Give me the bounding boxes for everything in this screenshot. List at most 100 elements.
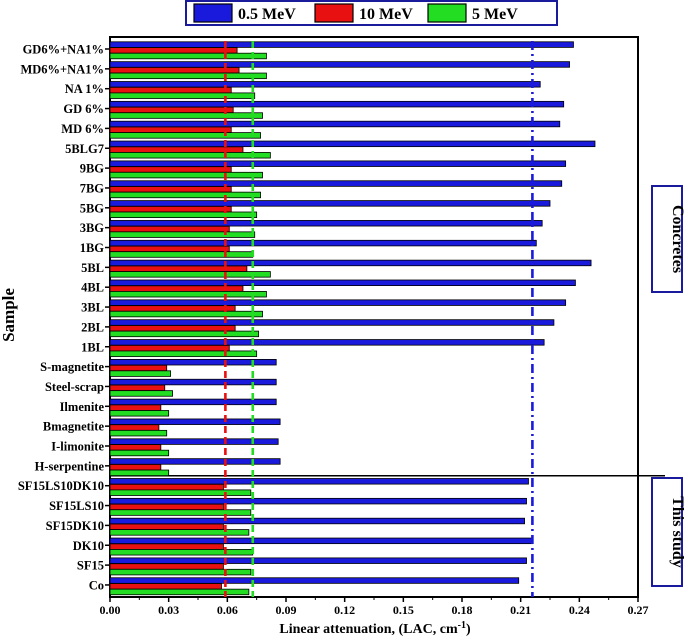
category-co xyxy=(109,577,520,596)
x-tick-label-0-24: 0.24 xyxy=(569,603,590,617)
bar-2bl-5-mev xyxy=(109,330,260,338)
bar-sf15-10-mev xyxy=(109,563,224,570)
category-2bl xyxy=(109,319,555,338)
bar-gd-6pct-10-mev xyxy=(109,106,234,114)
bar-sf15-5-mev xyxy=(109,568,252,576)
bar-md-6pct-5-mev xyxy=(109,132,261,139)
bar-na-1pct-0-5-mev xyxy=(109,81,541,88)
y-tick-label-dk10: DK10 xyxy=(73,539,104,553)
y-tick-label-ilmenite: Ilmenite xyxy=(60,400,105,414)
bar-4bl-0-5-mev xyxy=(109,279,576,286)
bar-ilmenite-5-mev xyxy=(109,410,170,417)
x-tick-label-0-03: 0.03 xyxy=(158,603,179,617)
bar-bmagnetite-10-mev xyxy=(109,424,160,431)
bar-3bg-5-mev xyxy=(109,231,256,238)
bar-dk10-5-mev xyxy=(109,549,254,556)
bar-5blg7-0-5-mev xyxy=(109,140,596,148)
bar-sf15ls10-0-5-mev xyxy=(109,497,527,505)
category-5bl xyxy=(109,259,592,278)
bar-sf15ls10dk10-5-mev xyxy=(109,489,252,496)
bar-s-magnetite-0-5-mev xyxy=(109,358,277,366)
x-axis: 0.00 0.03 0.06 0.09 0.12 0.15 0.18 0.21 0.24 0.27 xyxy=(100,597,649,617)
category-sf15dk10 xyxy=(109,517,525,536)
category-h-serpentine xyxy=(109,458,281,477)
bar-md6pct-plus-na1pct-5-mev xyxy=(109,72,267,80)
y-axis-label: Sample xyxy=(0,288,18,342)
category-5bg xyxy=(109,200,551,218)
bar-bmagnetite-0-5-mev xyxy=(109,418,281,425)
y-tick-label-i-limonite: I-limonite xyxy=(51,440,104,454)
x-axis-label-sup: -1 xyxy=(458,620,466,631)
bar-5bg-5-mev xyxy=(109,211,258,218)
legend-label-10-mev: 10 MeV xyxy=(359,6,413,23)
bar-7bg-10-mev xyxy=(109,186,232,193)
y-tick-label-sf15ls10dk10: SF15LS10DK10 xyxy=(18,479,104,493)
bar-1bg-5-mev xyxy=(109,251,254,258)
x-tick-label-0-27: 0.27 xyxy=(628,603,649,617)
category-9bg xyxy=(109,160,567,179)
x-tick-label-0-15: 0.15 xyxy=(393,603,414,617)
bar-4bl-10-mev xyxy=(109,285,244,292)
category-gd-6pct xyxy=(109,100,565,119)
bar-gd-6pct-0-5-mev xyxy=(109,100,565,108)
x-tick-label-0-18: 0.18 xyxy=(452,603,473,617)
bar-9bg-10-mev xyxy=(109,166,232,173)
y-axis: GD6%+NA1% MD6%+NA1% NA 1% GD 6% MD 6% 5BLG7 9B… xyxy=(18,43,110,592)
plot-area xyxy=(109,36,665,598)
x-tick-label-0-06: 0.06 xyxy=(217,603,238,617)
y-tick-label-7bg: 7BG xyxy=(80,181,105,195)
y-tick-label-5bl: 5BL xyxy=(81,261,104,275)
category-dk10 xyxy=(109,537,533,556)
x-axis-label: Linear attenuation, (LAC, cm-1) xyxy=(279,620,471,637)
y-tick-label-1bg: 1BG xyxy=(80,241,105,255)
category-ilmenite xyxy=(109,398,277,417)
category-steel-scrap xyxy=(109,378,277,397)
legend-box xyxy=(185,0,558,26)
bar-bmagnetite-5-mev xyxy=(109,429,168,437)
bar-sf15ls10-5-mev xyxy=(109,509,252,516)
bar-i-limonite-10-mev xyxy=(109,444,162,451)
x-tick-label-0-09: 0.09 xyxy=(276,603,297,617)
bar-h-serpentine-10-mev xyxy=(109,464,162,471)
category-na-1pct xyxy=(109,81,541,99)
y-tick-label-3bg: 3BG xyxy=(80,221,105,235)
bar-1bl-5-mev xyxy=(109,350,258,357)
bar-s-magnetite-5-mev xyxy=(109,370,172,377)
y-tick-label-2bl: 2BL xyxy=(81,320,104,334)
bar-na-1pct-10-mev xyxy=(109,86,232,94)
bar-4bl-5-mev xyxy=(109,290,267,298)
this-study-box xyxy=(651,477,683,587)
bar-ilmenite-10-mev xyxy=(109,404,162,411)
y-tick-label-gd6pct-plus-na1pct: GD6%+NA1% xyxy=(23,43,104,57)
category-3bl xyxy=(109,299,567,318)
bar-5blg7-5-mev xyxy=(109,152,271,159)
y-tick-label-co: Co xyxy=(89,578,104,592)
category-i-limonite xyxy=(109,438,279,457)
bar-1bl-10-mev xyxy=(109,344,230,352)
bar-ilmenite-0-5-mev xyxy=(109,398,277,406)
category-1bl xyxy=(109,339,545,357)
bar-steel-scrap-10-mev xyxy=(109,384,166,392)
bar-2bl-0-5-mev xyxy=(109,319,555,326)
y-tick-label-5bg: 5BG xyxy=(80,201,105,215)
concretes-text: Concretes xyxy=(669,205,685,273)
bar-gd-6pct-5-mev xyxy=(109,112,263,119)
y-tick-label-4bl: 4BL xyxy=(81,281,104,295)
bar-gd6pct-plus-na1pct-5-mev xyxy=(109,52,267,60)
bar-i-limonite-0-5-mev xyxy=(109,438,279,445)
legend-swatch-5-mev xyxy=(427,3,467,23)
y-tick-label-bmagnetite: Bmagnetite xyxy=(43,420,105,434)
y-tick-label-sf15dk10: SF15DK10 xyxy=(46,519,104,533)
category-5blg7 xyxy=(109,140,596,159)
category-3bg xyxy=(109,220,543,238)
bar-steel-scrap-5-mev xyxy=(109,390,173,397)
category-sf15ls10 xyxy=(109,497,527,516)
x-axis-label-text: Linear attenuation, (LAC, cm xyxy=(279,622,458,637)
bar-sf15dk10-10-mev xyxy=(109,523,224,530)
bar-3bg-0-5-mev xyxy=(109,220,543,227)
y-tick-label-1bl: 1BL xyxy=(81,340,104,354)
bar-1bg-10-mev xyxy=(109,245,230,253)
bar-co-0-5-mev xyxy=(109,577,520,584)
category-1bg xyxy=(109,239,537,258)
